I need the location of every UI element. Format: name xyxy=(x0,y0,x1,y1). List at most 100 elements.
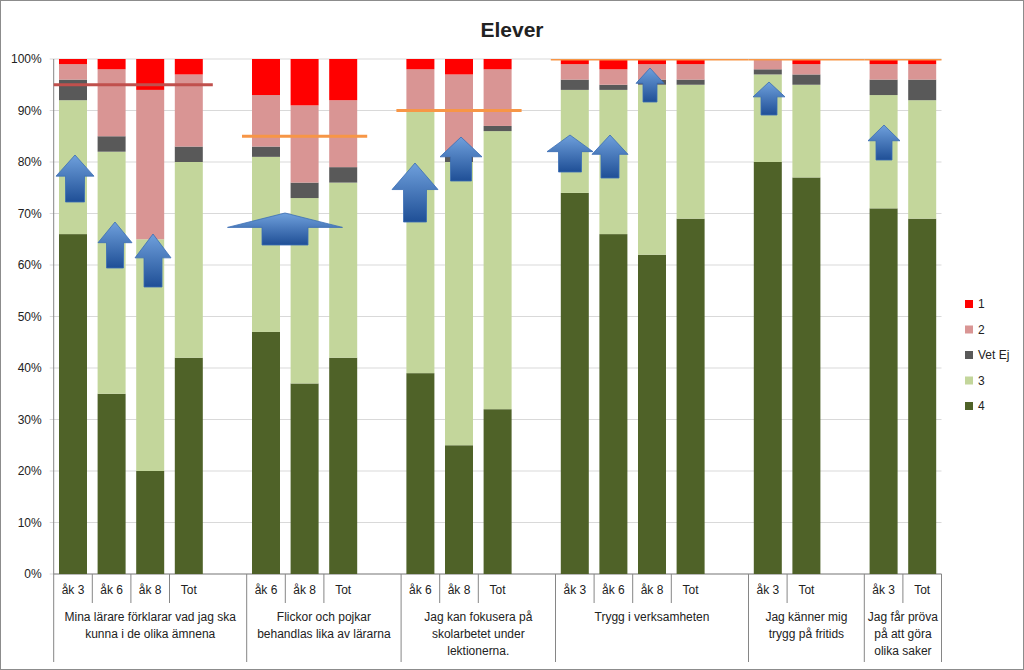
y-tick-label: 20% xyxy=(18,464,42,478)
bar-segment xyxy=(445,162,473,445)
bar-segment xyxy=(599,85,627,90)
bar-segment xyxy=(908,219,936,574)
category-tick xyxy=(902,574,903,603)
category-tick xyxy=(478,574,479,603)
bar-segment xyxy=(677,80,705,85)
x-tick-label: Tot xyxy=(181,583,198,597)
bar-segment xyxy=(252,59,280,95)
bar-segment xyxy=(754,59,782,69)
bar-segment xyxy=(599,234,627,574)
y-tick-label: 50% xyxy=(18,310,42,324)
bar-segment xyxy=(329,183,357,358)
bar-segment xyxy=(329,59,357,100)
group-separator xyxy=(748,574,749,662)
arrow xyxy=(135,234,171,287)
bar-segment xyxy=(754,162,782,574)
bar-segment xyxy=(175,162,203,358)
x-tick-label: Tot xyxy=(914,583,931,597)
x-tick-label: åk 6 xyxy=(409,583,432,597)
bar-segment xyxy=(484,131,512,409)
bar-segment xyxy=(329,167,357,182)
bar-segment xyxy=(406,373,434,574)
category-tick xyxy=(632,574,633,603)
x-tick-label: åk 8 xyxy=(448,583,471,597)
arrow xyxy=(392,163,438,222)
x-tick-label: åk 3 xyxy=(62,583,85,597)
x-tick-label: Tot xyxy=(335,583,352,597)
bar-segment xyxy=(59,64,87,79)
target-line xyxy=(54,83,213,86)
bar-segment xyxy=(252,147,280,157)
target-line xyxy=(242,135,367,138)
y-tick-label: 70% xyxy=(18,207,42,221)
bar-segment xyxy=(291,59,319,105)
bar-segment xyxy=(908,64,936,79)
category-tick xyxy=(323,574,324,603)
group-separator xyxy=(941,574,942,662)
bar-segment xyxy=(792,64,820,74)
y-tick-label: 30% xyxy=(18,413,42,427)
group-label: Jag får pröva på att göra olika saker xyxy=(867,609,938,660)
y-tick-label: 100% xyxy=(11,52,42,66)
bar-segment xyxy=(792,74,820,84)
x-tick-label: åk 6 xyxy=(255,583,278,597)
bar-segment xyxy=(59,80,87,101)
y-tick-label: 80% xyxy=(18,155,42,169)
bar-segment xyxy=(59,59,87,64)
group-label: Jag kan fokusera på skolarbetet under le… xyxy=(404,609,552,660)
category-tick xyxy=(285,574,286,603)
bar-segment xyxy=(406,59,434,69)
x-tick-label: åk 6 xyxy=(602,583,625,597)
y-tick-label: 40% xyxy=(18,361,42,375)
bar-segment xyxy=(406,111,434,374)
x-tick-label: åk 3 xyxy=(756,583,779,597)
group-separator xyxy=(401,574,402,662)
bar-segment xyxy=(136,90,164,239)
arrow xyxy=(868,125,900,160)
arrow xyxy=(56,155,94,202)
bar-segment xyxy=(252,95,280,147)
chart-frame xyxy=(1,1,1024,670)
bar-segment xyxy=(754,69,782,74)
arrow xyxy=(440,137,482,181)
bar-segment xyxy=(98,69,126,136)
arrow xyxy=(636,68,664,102)
category-tick xyxy=(787,574,788,603)
x-tick-label: åk 8 xyxy=(139,583,162,597)
bar-segment xyxy=(291,183,319,198)
legend-label: 1 xyxy=(978,297,985,311)
bar-segment xyxy=(98,394,126,574)
arrow xyxy=(228,213,343,245)
category-tick xyxy=(130,574,131,603)
group-label: Trygg i verksamheten xyxy=(559,609,746,626)
target-line xyxy=(749,59,865,61)
x-tick-label: åk 6 xyxy=(100,583,123,597)
bar-segment xyxy=(870,208,898,574)
legend-swatch xyxy=(965,326,973,334)
target-line xyxy=(396,109,521,112)
group-label: Flickor och pojkar behandlas lika av lär… xyxy=(250,609,398,643)
bar-segment xyxy=(870,80,898,95)
bar-segment xyxy=(484,59,512,69)
target-line xyxy=(551,59,749,61)
bar-segment xyxy=(291,383,319,574)
bar-segment xyxy=(98,136,126,151)
y-tick-label: 90% xyxy=(18,104,42,118)
category-tick xyxy=(439,574,440,603)
arrow xyxy=(547,135,593,172)
bar-segment xyxy=(484,126,512,131)
category-tick xyxy=(92,574,93,603)
bars xyxy=(54,59,942,574)
x-tick-label: Tot xyxy=(490,583,507,597)
legend-swatch xyxy=(965,300,973,308)
chart-title: Elever xyxy=(480,18,543,41)
chart-svg: Elever0%10%20%30%40%50%60%70%80%90%100%å… xyxy=(0,0,1024,670)
bar-segment xyxy=(252,332,280,574)
y-tick-label: 60% xyxy=(18,258,42,272)
bar-segment xyxy=(484,69,512,126)
bar-segment xyxy=(561,193,589,574)
bar-segment xyxy=(136,471,164,574)
group-separator xyxy=(53,574,54,662)
bar-segment xyxy=(908,100,936,218)
legend-label: 3 xyxy=(978,374,985,388)
